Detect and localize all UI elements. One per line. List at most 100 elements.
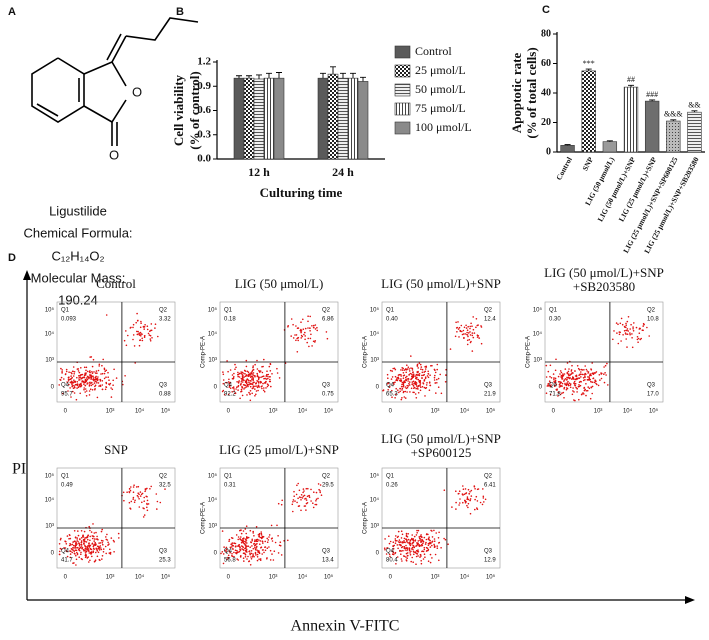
- event-dot: [640, 337, 642, 340]
- event-dot: [133, 484, 135, 487]
- event-dot: [266, 557, 268, 559]
- event-dot: [306, 495, 309, 498]
- event-dot: [252, 387, 254, 390]
- event-dot: [73, 379, 75, 382]
- event-dot: [238, 550, 241, 553]
- event-dot: [250, 556, 252, 558]
- event-dot: [631, 346, 634, 349]
- quadrant-name: Q3: [322, 383, 331, 389]
- event-dot: [476, 334, 479, 337]
- event-dot: [65, 543, 68, 545]
- event-dot: [242, 557, 245, 559]
- event-dot: [458, 504, 460, 506]
- event-dot: [399, 387, 402, 390]
- event-dot: [554, 379, 557, 382]
- event-dot: [222, 373, 225, 376]
- event-dot: [584, 388, 586, 391]
- error-bar: [266, 72, 272, 79]
- event-dot: [255, 547, 258, 549]
- event-dot: [244, 375, 247, 378]
- event-dot: [582, 379, 585, 382]
- event-dot: [419, 363, 422, 366]
- event-dot: [245, 359, 248, 362]
- quadrant-value: 0.18: [224, 317, 236, 323]
- event-dot: [456, 331, 458, 333]
- event-dot: [482, 497, 485, 499]
- event-dot: [276, 367, 278, 370]
- event-dot: [83, 540, 85, 543]
- event-dot: [84, 388, 87, 390]
- event-dot: [228, 386, 231, 388]
- event-dot: [246, 545, 248, 547]
- event-dot: [462, 329, 465, 332]
- event-dot: [251, 545, 253, 547]
- event-dot: [258, 558, 260, 560]
- event-dot: [553, 377, 555, 379]
- event-dot: [235, 388, 237, 390]
- event-dot: [241, 375, 244, 378]
- event-dot: [436, 378, 438, 381]
- event-dot: [134, 362, 136, 364]
- event-dot: [420, 368, 422, 371]
- event-dot: [396, 379, 399, 382]
- event-dot: [59, 547, 62, 550]
- event-dot: [99, 384, 102, 387]
- event-dot: [301, 497, 304, 499]
- event-dot: [400, 537, 403, 539]
- event-dot: [392, 545, 395, 548]
- event-dot: [577, 367, 580, 370]
- event-dot: [92, 377, 95, 379]
- event-dot: [252, 377, 254, 380]
- event-dot: [468, 493, 471, 495]
- event-dot: [559, 393, 562, 396]
- event-dot: [549, 375, 551, 378]
- event-dot: [633, 322, 635, 324]
- event-dot: [309, 327, 311, 329]
- event-dot: [626, 328, 629, 330]
- quadrant-name: Q4: [386, 383, 395, 389]
- event-dot: [413, 386, 416, 389]
- event-dot: [100, 373, 102, 375]
- event-dot: [72, 375, 75, 377]
- event-dot: [101, 528, 103, 531]
- event-dot: [572, 387, 574, 389]
- event-dot: [237, 373, 240, 376]
- event-dot: [87, 376, 89, 378]
- event-dot: [257, 381, 260, 383]
- event-dot: [110, 537, 113, 539]
- event-dot: [221, 390, 224, 393]
- event-dot: [254, 548, 257, 550]
- event-dot: [102, 540, 104, 542]
- event-dot: [401, 369, 404, 371]
- event-dot: [459, 502, 461, 504]
- event-dot: [617, 323, 619, 326]
- event-dot: [80, 385, 83, 387]
- event-dot: [222, 382, 225, 385]
- event-dot: [292, 499, 295, 501]
- event-dot: [404, 390, 407, 393]
- event-dot: [443, 489, 446, 492]
- event-dot: [143, 500, 145, 503]
- event-dot: [469, 341, 472, 344]
- event-dot: [93, 538, 96, 540]
- event-dot: [467, 335, 469, 338]
- event-dot: [580, 381, 582, 383]
- event-dot: [231, 391, 233, 393]
- event-dot: [73, 552, 76, 555]
- event-dot: [238, 380, 240, 382]
- event-dot: [59, 538, 62, 541]
- event-dot: [565, 388, 568, 391]
- event-dot: [459, 498, 461, 500]
- event-dot: [601, 372, 603, 375]
- event-dot: [624, 326, 626, 328]
- event-dot: [391, 396, 393, 399]
- event-dot: [245, 384, 247, 387]
- bar: [317, 77, 329, 160]
- event-dot: [417, 549, 419, 551]
- event-dot: [79, 543, 81, 546]
- event-dot: [266, 537, 269, 540]
- event-dot: [63, 547, 65, 549]
- event-dot: [139, 491, 142, 493]
- event-dot: [73, 371, 76, 373]
- event-dot: [239, 529, 242, 532]
